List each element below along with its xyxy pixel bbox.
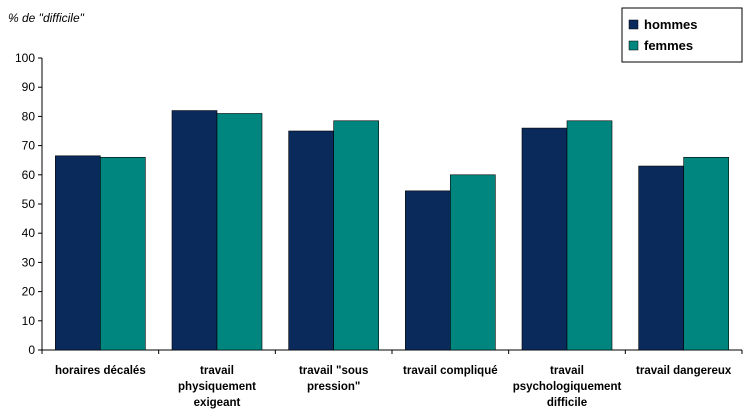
legend-swatch <box>628 19 639 30</box>
x-tick-label: travail "sous pression" <box>299 365 368 393</box>
bar <box>566 120 613 351</box>
bar <box>405 190 451 351</box>
bar <box>100 156 146 351</box>
bar <box>638 165 684 351</box>
bar <box>450 174 496 351</box>
y-tick-label: 20 <box>22 285 36 299</box>
legend-swatch <box>628 40 639 51</box>
bar <box>171 110 218 351</box>
y-tick-label: 50 <box>22 197 36 211</box>
y-tick-label: 80 <box>22 109 36 123</box>
bar <box>333 120 379 351</box>
y-tick-label: 100 <box>15 51 35 65</box>
y-tick-label: 10 <box>22 314 36 328</box>
y-tick-label: 40 <box>22 226 36 240</box>
y-tick-label: 30 <box>22 255 36 269</box>
bar <box>683 156 729 351</box>
x-tick-label: travail compliqué <box>403 365 498 377</box>
x-tick-label: travail physiquement exigeant <box>178 365 256 409</box>
bar <box>288 130 334 351</box>
x-tick-label: travail dangereux <box>636 365 732 377</box>
x-tick-label: horaires décalés <box>55 365 146 377</box>
y-tick-label: 90 <box>22 80 36 94</box>
legend-label: femmes <box>644 38 693 53</box>
bar <box>216 113 263 351</box>
y-tick-label: 60 <box>22 168 36 182</box>
bar <box>55 155 101 351</box>
bar <box>521 127 568 351</box>
legend-box <box>621 7 743 63</box>
y-tick-label: 0 <box>28 343 35 357</box>
chart-title: % de "difficile" <box>8 11 85 25</box>
y-tick-label: 70 <box>22 139 36 153</box>
x-tick-label: travail psychologiquement difficile <box>513 365 622 409</box>
legend-label: hommes <box>644 17 697 32</box>
